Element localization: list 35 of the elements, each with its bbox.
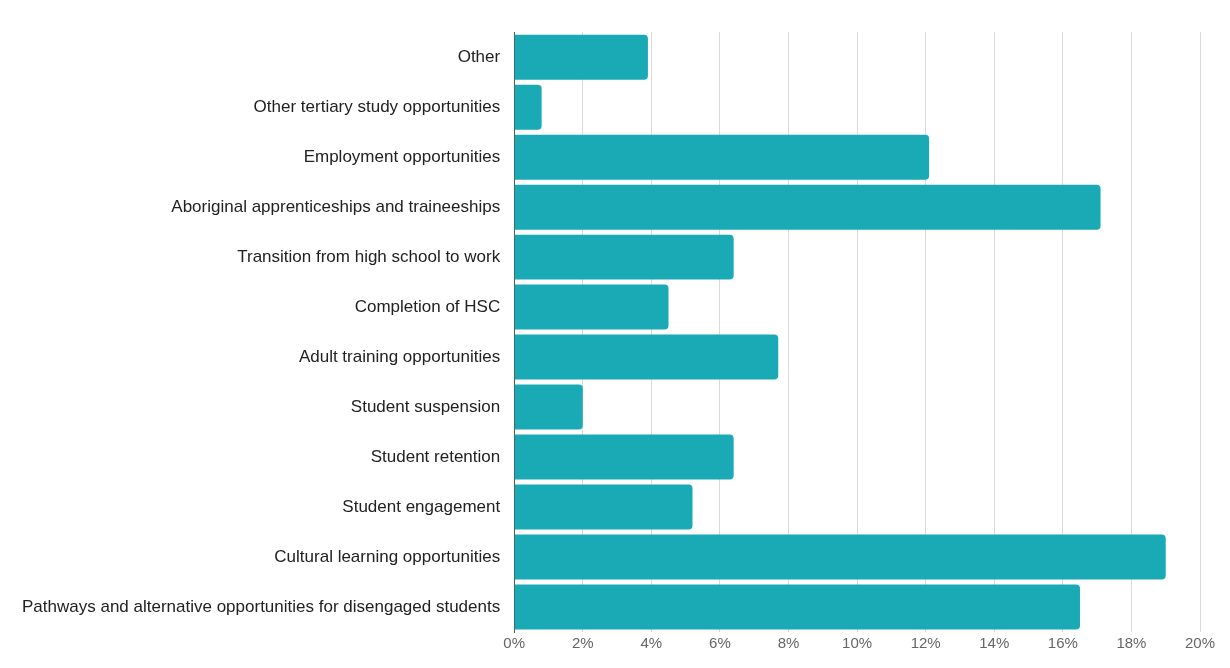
y-tick-label: Completion of HSC bbox=[354, 296, 501, 316]
bar bbox=[514, 84, 542, 130]
x-tick-label: 0% bbox=[503, 634, 526, 652]
bar bbox=[514, 584, 1080, 630]
bar bbox=[514, 534, 1166, 580]
bar bbox=[514, 134, 930, 180]
bar bbox=[514, 234, 734, 280]
bar bbox=[514, 184, 1101, 230]
y-tick-label: Other tertiary study opportunities bbox=[253, 96, 501, 116]
x-tick-label: 4% bbox=[640, 634, 663, 652]
x-tick-label: 8% bbox=[777, 634, 800, 652]
y-tick-label: Student engagement bbox=[342, 496, 501, 516]
x-tick-label: 20% bbox=[1184, 634, 1216, 652]
y-tick-label: Pathways and alternative opportunities for disengaged students bbox=[22, 596, 501, 616]
y-tick-label: Other bbox=[457, 46, 501, 66]
x-tick-label: 10% bbox=[842, 634, 873, 652]
y-tick-label: Student suspension bbox=[350, 396, 501, 416]
bar bbox=[514, 34, 648, 80]
x-tick-label: 12% bbox=[910, 634, 941, 652]
bar bbox=[514, 434, 734, 480]
x-tick-label: 2% bbox=[571, 634, 594, 652]
y-tick-label: Cultural learning opportunities bbox=[274, 546, 501, 566]
y-tick-label: Transition from high school to work bbox=[237, 246, 501, 266]
y-tick-label: Student retention bbox=[370, 446, 501, 466]
bar bbox=[514, 284, 669, 330]
x-tick-label: 16% bbox=[1047, 634, 1078, 652]
x-tick-label: 18% bbox=[1116, 634, 1147, 652]
bar bbox=[514, 334, 779, 380]
y-tick-label: Adult training opportunities bbox=[298, 346, 501, 366]
y-tick-label: Aboriginal apprenticeships and traineeships bbox=[171, 196, 501, 216]
x-tick-label: 14% bbox=[979, 634, 1010, 652]
y-tick-label: Employment opportunities bbox=[303, 146, 501, 166]
bar bbox=[514, 484, 693, 530]
x-tick-label: 6% bbox=[709, 634, 731, 652]
bar bbox=[514, 384, 583, 430]
